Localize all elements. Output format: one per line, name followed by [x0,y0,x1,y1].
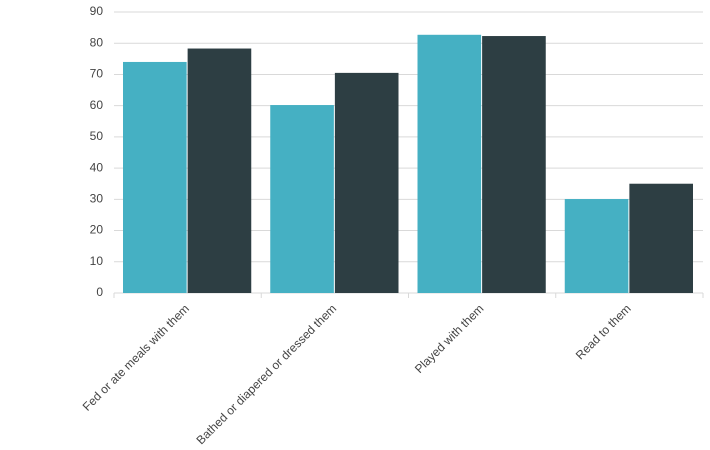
y-tick-label: 90 [90,4,104,18]
y-tick-label: 60 [90,98,104,112]
bar [187,48,252,293]
y-tick-label: 40 [90,160,104,174]
bar [482,36,546,294]
y-tick-label: 20 [90,223,104,237]
bar [270,105,334,293]
x-tick-label: Bathed or diapered or dressed them [193,301,339,447]
x-tick-label: Fed or ate meals with them [80,301,192,413]
bar [334,72,399,293]
y-tick-label: 30 [90,192,104,206]
bar [629,183,693,293]
x-tick-label: Played with them [412,301,487,376]
y-tick-label: 80 [90,35,104,49]
y-tick-label: 70 [90,67,104,81]
y-tick-label: 50 [90,129,104,143]
y-tick-label: 0 [96,285,103,299]
x-tick-label: Read to them [573,301,634,362]
y-tick-label: 10 [90,254,104,268]
bar [123,61,187,294]
bar [564,199,629,293]
bar [417,34,482,293]
